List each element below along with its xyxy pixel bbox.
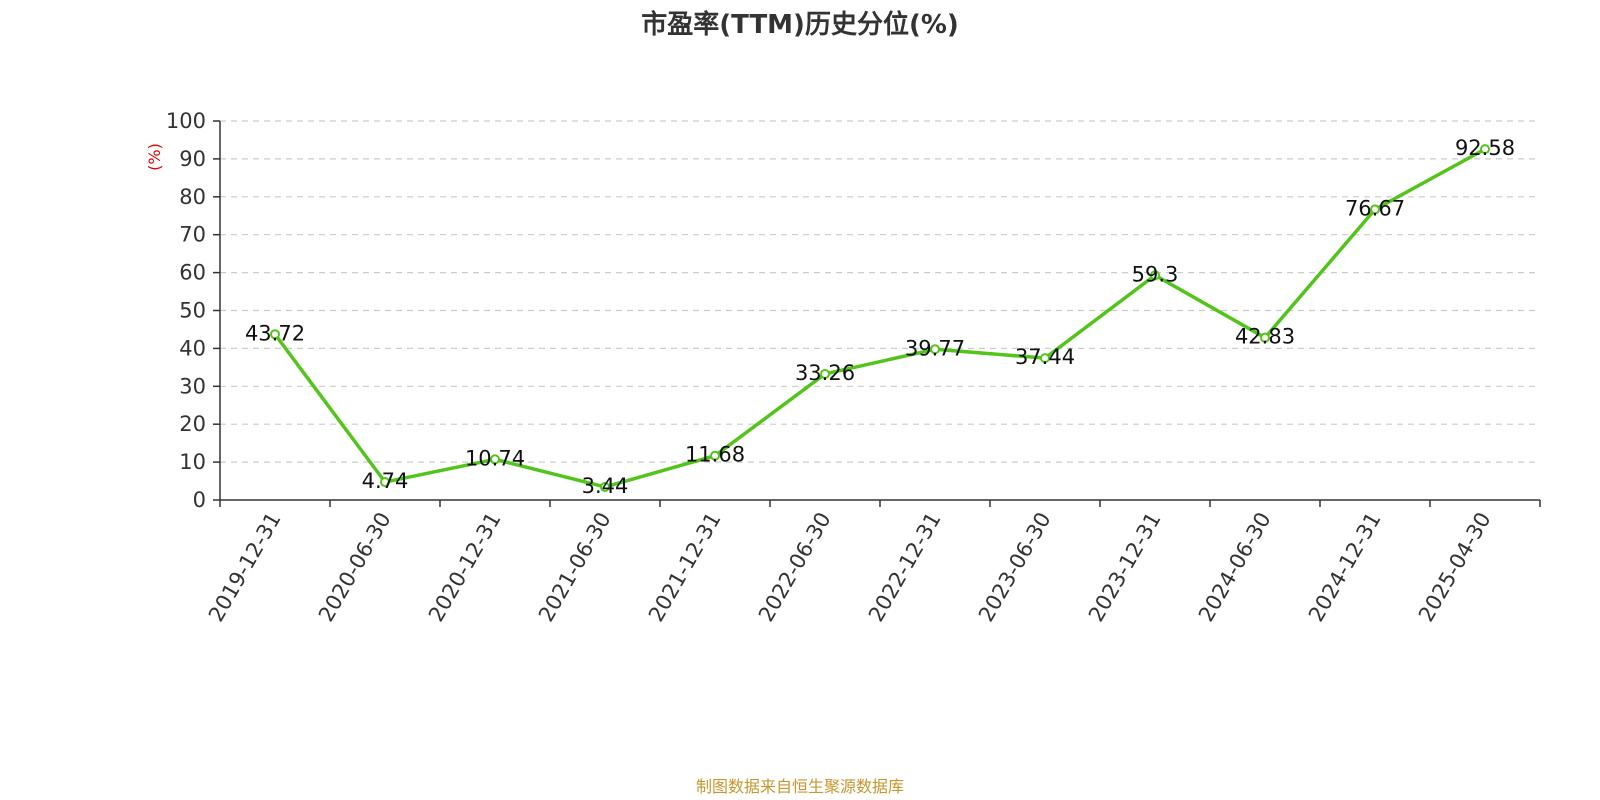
y-tick-label: 80 (179, 185, 206, 209)
source-note: 制图数据来自恒生聚源数据库 (696, 777, 904, 796)
series-line-group (273, 147, 1486, 489)
x-axis: 2019-12-31 2020-06-30 2020-12-31 2021-06-30… (204, 499, 1541, 626)
data-label: 11.68 (685, 443, 745, 467)
x-tick-label: 2021-06-30 (534, 508, 616, 626)
data-label: 92.58 (1455, 136, 1515, 160)
y-axis: 0 10 20 30 40 50 60 70 80 90 100 (166, 109, 221, 512)
x-tick-label: 2023-12-31 (1084, 508, 1166, 626)
data-point (1260, 332, 1270, 343)
data-label: 39.77 (905, 336, 965, 360)
data-label: 37.44 (1015, 345, 1075, 369)
x-tick-label: 2021-12-31 (644, 508, 726, 626)
data-points (270, 144, 1490, 492)
series-line (273, 147, 1486, 489)
data-point (1040, 353, 1050, 364)
data-point (710, 450, 720, 461)
y-tick-label: 10 (179, 450, 206, 474)
chart-title: 市盈率(TTM)历史分位(%) (641, 9, 959, 40)
x-tick-label: 2022-06-30 (754, 508, 836, 626)
y-tick-label: 70 (179, 223, 206, 247)
data-point (1150, 270, 1160, 281)
data-point (930, 344, 940, 355)
data-labels: 43.72 4.74 10.74 3.44 11.68 33.26 39.77 37.44 59… (245, 136, 1515, 498)
grid-lines (220, 120, 1540, 463)
x-tick-label: 2025-04-30 (1414, 508, 1496, 626)
y-tick-label: 40 (179, 336, 206, 360)
data-label: 3.44 (582, 474, 629, 498)
y-tick-label: 20 (179, 412, 206, 436)
data-point (380, 477, 390, 488)
data-label: 76.67 (1345, 196, 1405, 220)
data-label: 43.72 (245, 321, 305, 345)
x-tick-label: 2024-12-31 (1304, 508, 1386, 626)
x-tick-label: 2019-12-31 (204, 508, 286, 626)
y-axis-label: (%) (145, 143, 164, 171)
data-point (270, 329, 280, 340)
y-tick-label: 100 (166, 109, 206, 133)
data-label: 59.3 (1132, 262, 1179, 286)
x-tick-label: 2024-06-30 (1194, 508, 1276, 626)
y-tick-label: 30 (179, 374, 206, 398)
y-tick-label: 50 (179, 299, 206, 323)
y-tick-label: 0 (193, 488, 206, 512)
x-tick-label: 2022-12-31 (864, 508, 946, 626)
x-tick-label: 2020-06-30 (314, 508, 396, 626)
data-label: 33.26 (795, 361, 855, 385)
data-point (600, 481, 610, 492)
data-point (1370, 204, 1380, 215)
data-label: 10.74 (465, 446, 525, 470)
data-point (820, 368, 830, 379)
data-label: 4.74 (362, 469, 409, 493)
x-tick-label: 2020-12-31 (424, 508, 506, 626)
y-tick-label: 90 (179, 147, 206, 171)
data-label: 42.83 (1235, 325, 1295, 349)
x-tick-label: 2023-06-30 (974, 508, 1056, 626)
data-point (490, 454, 500, 465)
data-point (1480, 144, 1490, 155)
y-tick-label: 60 (179, 261, 206, 285)
